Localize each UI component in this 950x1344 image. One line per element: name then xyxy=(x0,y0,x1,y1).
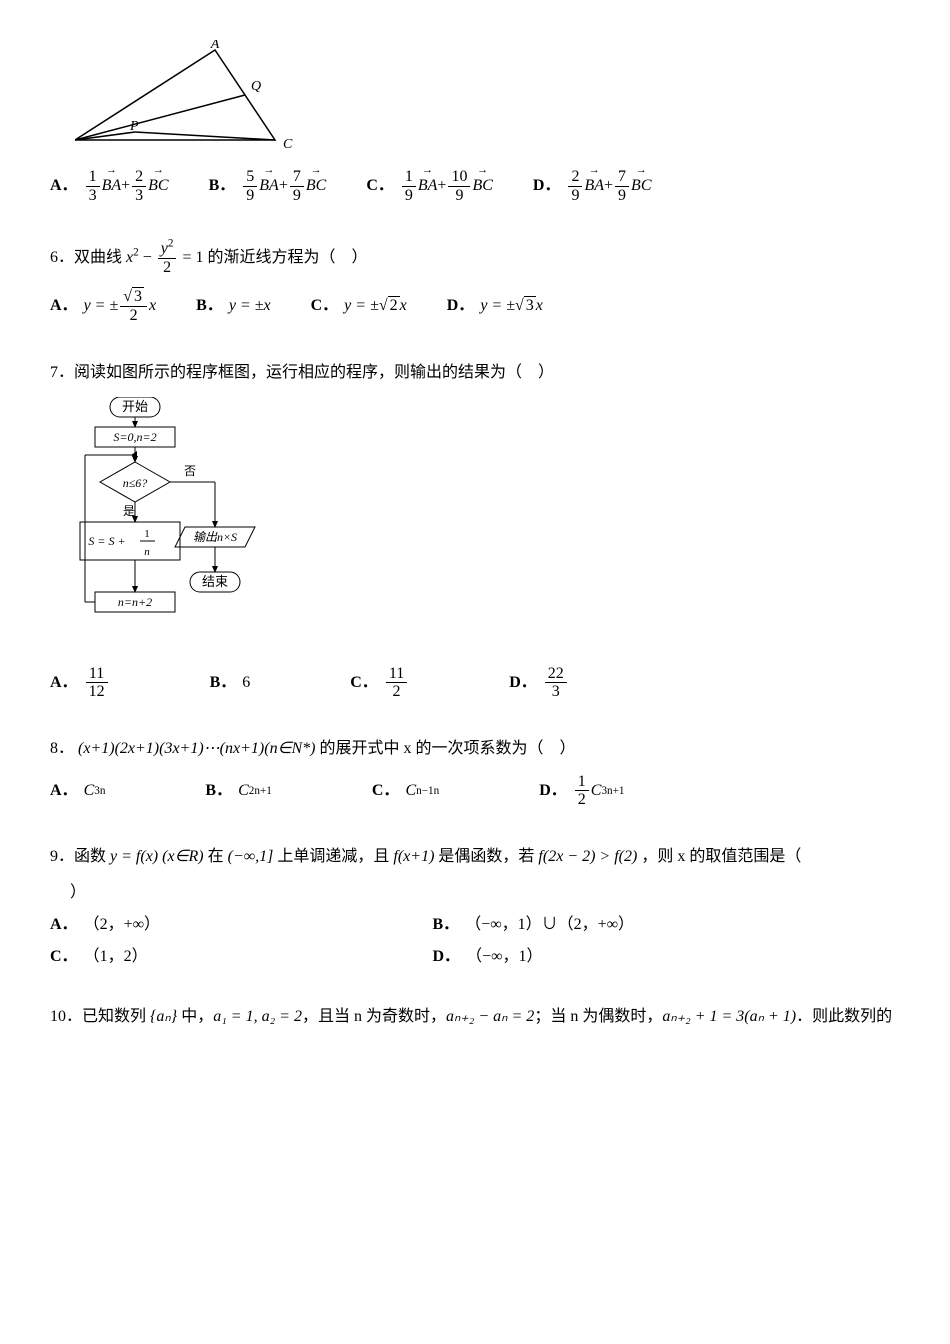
q7-option-A: A． 1112 xyxy=(50,665,110,701)
q7-options: A． 1112 B．6 C． 112 D． 223 xyxy=(50,665,900,709)
q8-option-D: D． 12 C3n+1 xyxy=(539,773,624,809)
svg-text:否: 否 xyxy=(184,464,196,478)
q8-option-C: C． Cn−1n xyxy=(372,779,439,803)
label-C: C xyxy=(283,137,293,150)
q5-figure: A B C Q P A． 13 BA + 23 BC B． 59 BA + 79… xyxy=(50,40,900,212)
svg-text:输出n×S: 输出n×S xyxy=(193,530,237,544)
q6-stem: 6．双曲线 x2 − y22 = 1 的渐近线方程为（ ） xyxy=(50,240,900,276)
q7-option-D: D． 223 xyxy=(509,665,569,701)
q10: 10．已知数列 {aₙ} 中，a₁ = 1, a₂ = 2，且当 n 为奇数时，… xyxy=(50,1005,900,1029)
q9-option-B: B．（−∞，1）∪（2，+∞） xyxy=(433,913,816,937)
q6: 6．双曲线 x2 − y22 = 1 的渐近线方程为（ ） A． y = ± 3… xyxy=(50,240,900,332)
q8-option-B: B． C2n+1 xyxy=(205,779,271,803)
svg-text:开始: 开始 xyxy=(122,399,148,414)
q6-option-C: C． y = ±2x xyxy=(311,294,407,318)
q7: 7．阅读如图所示的程序框图，运行相应的程序，则输出的结果为（ ） 开始 S=0,… xyxy=(50,361,900,709)
label-P: P xyxy=(129,119,139,134)
q7-stem: 7．阅读如图所示的程序框图，运行相应的程序，则输出的结果为（ ） xyxy=(50,361,900,385)
flowchart-diagram: 开始 S=0,n=2 n≤6? 否 输出n×S 结束 是 S = S + 1 n xyxy=(75,397,305,647)
q5-option-B: B． 59 BA + 79 BC xyxy=(209,168,327,204)
q9-option-A: A．（2，+∞） xyxy=(50,913,433,937)
svg-text:n=n+2: n=n+2 xyxy=(118,595,152,609)
triangle-diagram: A B C Q P xyxy=(75,40,305,150)
q6-option-D: D． y = ±3x xyxy=(447,294,543,318)
q5-option-C: C． 19 BA + 109 BC xyxy=(366,168,493,204)
q6-option-A: A． y = ± 32 x xyxy=(50,288,156,324)
svg-text:1: 1 xyxy=(144,528,150,540)
q6-option-B: B． y = ±x xyxy=(196,294,270,318)
q9-option-D: D．（−∞，1） xyxy=(433,945,816,969)
svg-text:是: 是 xyxy=(123,504,135,518)
q5-options: A． 13 BA + 23 BC B． 59 BA + 79 BC C． 19 … xyxy=(50,168,900,212)
svg-text:S=0,n=2: S=0,n=2 xyxy=(113,430,156,444)
label-Q: Q xyxy=(251,79,261,94)
svg-text:结束: 结束 xyxy=(202,574,228,589)
svg-text:n≤6?: n≤6? xyxy=(123,476,148,490)
q5-option-D: D． 29 BA + 79 BC xyxy=(533,168,652,204)
svg-text:n: n xyxy=(144,546,150,558)
svg-text:S = S +: S = S + xyxy=(88,534,125,548)
q7-option-B: B．6 xyxy=(210,671,251,695)
label-A: A xyxy=(210,40,220,52)
q9-close: ） xyxy=(70,881,900,905)
q5-option-A: A． 13 BA + 23 BC xyxy=(50,168,169,204)
q10-stem: 10．已知数列 {aₙ} 中，a₁ = 1, a₂ = 2，且当 n 为奇数时，… xyxy=(50,1005,900,1029)
q8: 8． (x+1)(2x+1)(3x+1)⋯(nx+1)(n∈N*) 的展开式中 … xyxy=(50,737,900,817)
q8-option-A: A． C3n xyxy=(50,779,105,803)
q7-option-C: C． 112 xyxy=(350,665,409,701)
q9-stem: 9．函数 y = f(x) (x∈R) 在 (−∞,1] 上单调递减，且 f(x… xyxy=(50,845,900,869)
q6-options: A． y = ± 32 x B． y = ±x C． y = ±2x D． y … xyxy=(50,288,900,332)
q9: 9．函数 y = f(x) (x∈R) 在 (−∞,1] 上单调递减，且 f(x… xyxy=(50,845,900,977)
q9-options: A．（2，+∞） B．（−∞，1）∪（2，+∞） C．（1，2） D．（−∞，1… xyxy=(50,913,900,977)
q8-stem: 8． (x+1)(2x+1)(3x+1)⋯(nx+1)(n∈N*) 的展开式中 … xyxy=(50,737,900,761)
q8-options: A． C3n B． C2n+1 C． Cn−1n D． 12 C3n+1 xyxy=(50,773,900,817)
q9-option-C: C．（1，2） xyxy=(50,945,433,969)
